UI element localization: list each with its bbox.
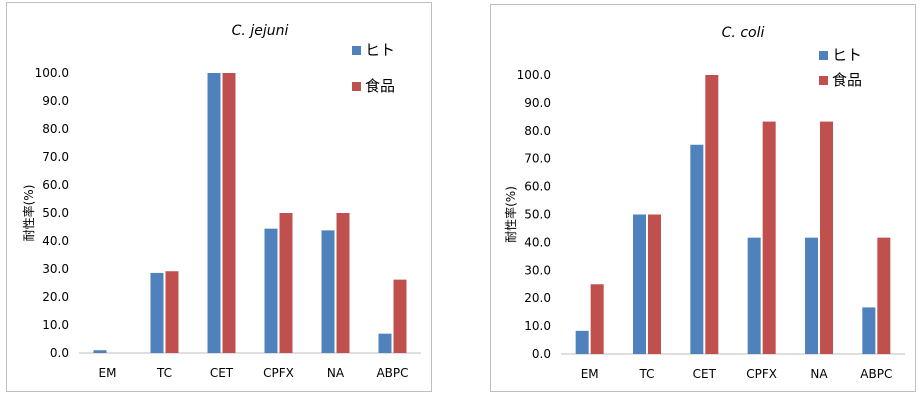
chart-title: C. coli (722, 25, 765, 41)
x-tick-label: CPFX (263, 366, 294, 380)
bar-human-abpc (862, 307, 876, 354)
y-axis-label: 耐性率(%) (503, 186, 518, 243)
x-tick-label: CET (693, 367, 717, 381)
y-tick-label: 20.0 (42, 290, 69, 304)
bar-food-cpfx (279, 213, 293, 353)
chart-c-coli: C. coli 耐性率(%) 0.0 10.0 20.0 30.0 40.0 50.0 60.0… (503, 25, 905, 381)
x-tick-label: ABPC (860, 367, 892, 381)
bar-human-tc (150, 272, 164, 353)
x-tick-label: NA (327, 366, 345, 380)
bar-food-tc (648, 214, 661, 354)
y-tick-label: 90.0 (42, 94, 69, 108)
y-tick-label: 10.0 (42, 318, 69, 332)
x-tick-label: ABPC (376, 366, 408, 380)
bar-human-em (575, 330, 589, 354)
y-tick-label: 90.0 (524, 96, 551, 110)
bar-human-na (321, 230, 335, 353)
y-tick-label: 40.0 (524, 235, 551, 249)
y-tick-label: 40.0 (42, 234, 69, 248)
bar-food-tc (165, 271, 179, 353)
y-tick-label: 100.0 (517, 68, 551, 82)
legend-swatch-human (819, 51, 828, 60)
y-axis-label: 耐性率(%) (21, 185, 36, 242)
legend-swatch-human (352, 46, 361, 55)
bar-human-cet (207, 73, 221, 353)
y-tick-label: 30.0 (524, 263, 551, 277)
legend-label-food: 食品 (832, 71, 862, 89)
y-tick-label: 0.0 (532, 347, 551, 361)
y-tick-label: 70.0 (42, 150, 69, 164)
x-tick-label: TC (156, 366, 172, 380)
legend-swatch-food (819, 76, 828, 85)
x-tick-label: EM (581, 367, 599, 381)
y-tick-label: 60.0 (524, 180, 551, 194)
y-tick-label: 20.0 (524, 291, 551, 305)
chart-c-jejuni: C. jejuni 耐性率(%) 0.0 10.0 20.0 30.0 40.0 50.0 60… (21, 23, 421, 380)
y-tick-label: 50.0 (42, 206, 69, 220)
legend-label-food: 食品 (365, 77, 395, 95)
bar-food-em (590, 284, 604, 354)
y-tick-label: 60.0 (42, 178, 69, 192)
chart-panel-c-coli: C. coli 耐性率(%) 0.0 10.0 20.0 30.0 40.0 50.0 60.0… (490, 4, 916, 392)
bar-food-abpc (393, 279, 407, 353)
y-tick-label: 100.0 (35, 66, 69, 80)
legend-swatch-food (352, 82, 361, 91)
y-tick-label: 10.0 (524, 319, 551, 333)
bar-human-cpfx (264, 228, 278, 353)
y-tick-label: 80.0 (524, 124, 551, 138)
bar-human-cpfx (747, 237, 761, 354)
x-tick-label: EM (99, 366, 117, 380)
bar-food-na (820, 121, 833, 354)
y-tick-label: 0.0 (50, 346, 69, 360)
bar-human-cet (690, 144, 704, 354)
chart-title: C. jejuni (232, 23, 289, 39)
bar-human-tc (633, 214, 646, 354)
bar-food-cpfx (762, 121, 776, 354)
bar-food-abpc (877, 237, 891, 354)
legend-label-human: ヒト (365, 41, 395, 59)
x-tick-label: TC (638, 367, 654, 381)
y-tick-label: 80.0 (42, 122, 69, 136)
bar-food-na (336, 213, 350, 353)
bar-food-cet (705, 75, 719, 354)
y-tick-label: 30.0 (42, 262, 69, 276)
y-tick-label: 70.0 (524, 152, 551, 166)
x-tick-label: CPFX (746, 367, 777, 381)
bar-human-na (805, 237, 818, 354)
chart-panel-c-jejuni: C. jejuni 耐性率(%) 0.0 10.0 20.0 30.0 40.0 50.0 60… (6, 2, 432, 392)
bar-human-abpc (378, 333, 392, 353)
bar-food-cet (222, 73, 236, 353)
x-tick-label: NA (810, 367, 828, 381)
x-tick-label: CET (210, 366, 234, 380)
legend-label-human: ヒト (832, 46, 862, 64)
bar-human-em (93, 350, 107, 353)
y-tick-label: 50.0 (524, 208, 551, 222)
